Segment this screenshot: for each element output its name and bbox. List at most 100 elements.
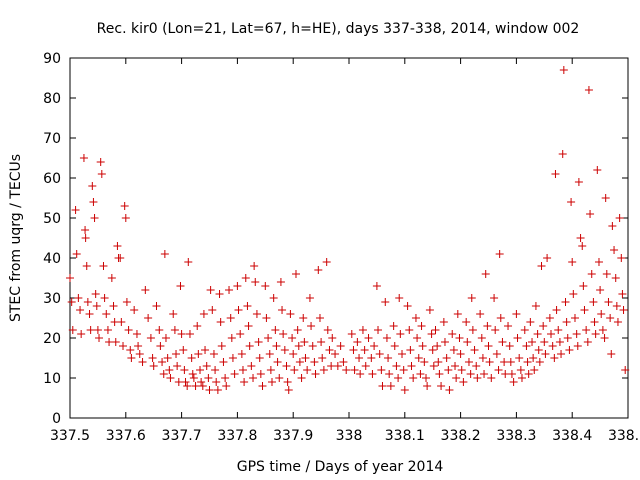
data-point [264, 334, 273, 342]
data-point [372, 282, 381, 290]
data-point [225, 286, 234, 294]
data-point [86, 326, 95, 334]
data-point [130, 306, 139, 314]
data-point [428, 346, 437, 354]
data-point [520, 326, 529, 334]
data-point [322, 258, 331, 266]
data-point [539, 322, 548, 330]
data-point [318, 354, 327, 362]
data-point [473, 374, 482, 382]
data-point [204, 374, 213, 382]
y-tick-label: 30 [43, 291, 61, 307]
data-point [333, 362, 342, 370]
data-point [484, 342, 493, 350]
x-tick-label: 338.4 [552, 428, 592, 444]
data-point [501, 370, 510, 378]
data-point [607, 350, 616, 358]
data-point [367, 354, 376, 362]
data-point [249, 374, 258, 382]
data-point [392, 362, 401, 370]
data-point [276, 278, 285, 286]
data-point [271, 326, 280, 334]
data-point [386, 382, 395, 390]
data-point [283, 378, 292, 386]
data-point [105, 338, 114, 346]
data-point [515, 354, 524, 362]
data-point [505, 342, 514, 350]
data-point [381, 298, 390, 306]
data-point [431, 326, 440, 334]
data-point [619, 306, 628, 314]
data-point [545, 314, 554, 322]
y-tick-label: 90 [43, 51, 61, 67]
data-point [132, 330, 141, 338]
data-point [286, 310, 295, 318]
data-point [295, 358, 304, 366]
data-points [66, 66, 630, 394]
data-point [240, 378, 249, 386]
data-point [188, 370, 197, 378]
data-point [247, 362, 256, 370]
data-point [594, 258, 603, 266]
data-point [236, 330, 245, 338]
data-point [526, 318, 535, 326]
data-point [109, 302, 118, 310]
data-point [173, 362, 182, 370]
data-point [273, 358, 282, 366]
data-point [601, 194, 610, 202]
data-point [138, 358, 147, 366]
data-point [506, 358, 515, 366]
data-point [587, 270, 596, 278]
data-point [529, 354, 538, 362]
data-point [251, 278, 260, 286]
data-point [382, 334, 391, 342]
data-point [169, 310, 178, 318]
data-point [608, 222, 617, 230]
data-point [617, 254, 626, 262]
data-point [413, 334, 422, 342]
data-point [574, 178, 583, 186]
data-point [350, 366, 359, 374]
data-point [498, 338, 507, 346]
x-tick-label: 338.3 [496, 428, 536, 444]
data-point [540, 338, 549, 346]
data-point [166, 374, 175, 382]
data-point [291, 270, 300, 278]
data-point [103, 326, 112, 334]
data-point [91, 290, 100, 298]
data-point [563, 334, 572, 342]
data-point [107, 274, 116, 282]
data-point [561, 298, 570, 306]
data-point [440, 338, 449, 346]
data-point [582, 326, 591, 334]
data-point [557, 350, 566, 358]
data-point [279, 330, 288, 338]
data-point [389, 322, 398, 330]
data-point [494, 366, 503, 374]
data-point [509, 378, 518, 386]
data-point [615, 214, 624, 222]
data-point [282, 362, 291, 370]
data-point [217, 342, 226, 350]
data-point [423, 382, 432, 390]
data-point [308, 342, 317, 350]
data-point [198, 382, 207, 390]
data-point [600, 334, 609, 342]
x-tick-label: 337.9 [273, 428, 313, 444]
y-tick-label: 60 [43, 171, 61, 187]
data-point [580, 306, 589, 314]
data-point [99, 262, 108, 270]
data-point [82, 262, 91, 270]
data-point [390, 342, 399, 350]
data-point [135, 350, 144, 358]
data-point [534, 346, 543, 354]
data-point [148, 354, 157, 362]
data-point [241, 274, 250, 282]
data-point [288, 334, 297, 342]
x-axis: 337.5 337.6 337.7 337.8 337.9 338 338.1 338.2 33… [50, 58, 640, 444]
data-point [205, 386, 214, 394]
data-point [570, 314, 579, 322]
data-point [612, 302, 621, 310]
data-point [81, 234, 90, 242]
data-point [310, 358, 319, 366]
